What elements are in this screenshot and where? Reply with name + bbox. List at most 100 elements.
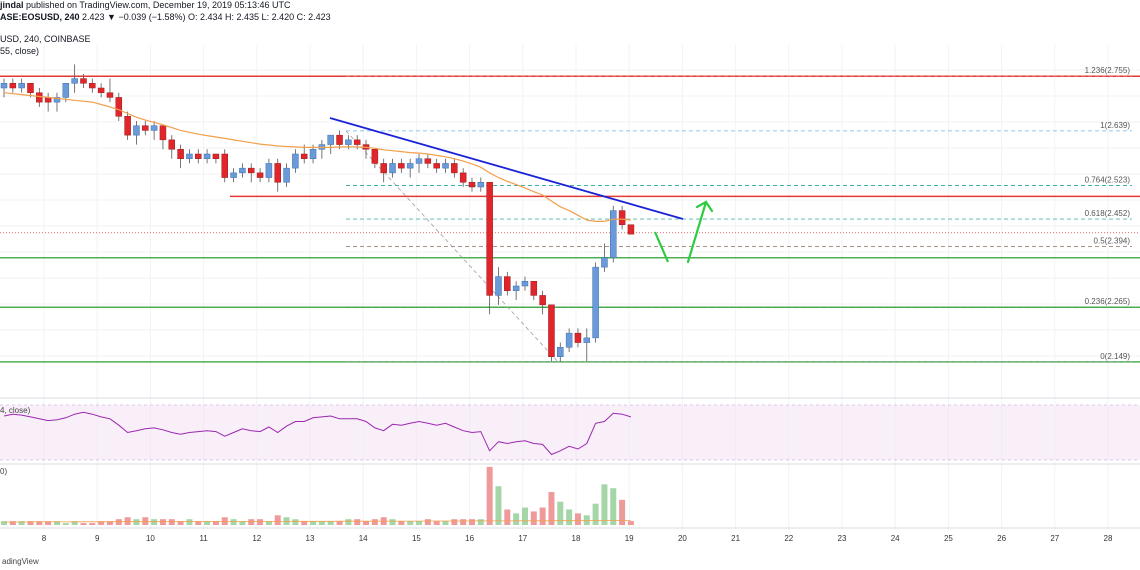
ema-indicator-label: 55, close) <box>0 46 40 56</box>
bear-candle-body <box>618 210 626 225</box>
candle <box>292 149 299 173</box>
bear-candle-body <box>274 163 281 183</box>
bull-candle-body <box>610 210 617 258</box>
volume-bar <box>548 492 555 525</box>
bear-candle-body <box>433 163 440 169</box>
volume-bar <box>195 521 202 525</box>
volume-bar <box>371 519 378 525</box>
candle <box>203 149 211 164</box>
volume-bar <box>45 521 52 525</box>
candle <box>627 224 635 235</box>
x-tick-label: 20 <box>678 534 687 543</box>
volume-bar <box>451 519 458 525</box>
bull-candle-body <box>327 134 334 145</box>
candle <box>0 78 8 98</box>
candle <box>565 328 573 352</box>
header-line-2: ASE:EOSUSD, 240 2.423 ▼ −0.039 (−1.58%) … <box>0 12 331 22</box>
x-tick-label: 17 <box>518 534 527 543</box>
chart-instrument-label: USD, 240, COINBASE <box>0 34 91 44</box>
candle <box>18 78 25 93</box>
fib-level-label: 0.764(2.523) <box>1085 176 1131 185</box>
bear-candle-body <box>424 158 432 164</box>
volume-bar <box>407 521 414 525</box>
candle <box>97 83 105 98</box>
fib-level-label: 0.618(2.452) <box>1085 209 1131 218</box>
volume-bar <box>248 519 255 525</box>
bull-candle-body <box>71 78 78 84</box>
volume-bar <box>513 513 520 525</box>
x-tick-label: 28 <box>1104 534 1113 543</box>
volume-bar <box>186 519 193 525</box>
volume-bar <box>80 523 87 525</box>
volume-bar <box>301 521 308 525</box>
fib-level-label: 0(2.149) <box>1100 352 1130 361</box>
candle <box>557 342 564 362</box>
x-tick-label: 9 <box>95 534 100 543</box>
volume-bar <box>566 509 573 525</box>
bear-candle-body <box>159 125 167 141</box>
candle <box>230 168 237 183</box>
bear-candle-body <box>195 153 202 159</box>
ema-line <box>3 92 631 222</box>
bear-candle-body <box>142 125 149 131</box>
bull-candle-body <box>53 97 61 103</box>
candle <box>186 149 193 164</box>
candle <box>495 267 502 305</box>
bull-candle-body <box>239 167 246 174</box>
bear-candle-body <box>574 332 582 343</box>
time-axis: 8 9 10 11 12 13 14 15 16 17 18 19 20 21 22 23 24 25 26 27 28 <box>0 527 1140 543</box>
candle <box>336 130 343 150</box>
candle <box>406 158 414 178</box>
bearish-trend-line <box>329 117 684 220</box>
bull-candle-body <box>521 281 529 287</box>
bull-candle-body <box>592 266 599 339</box>
volume-bar <box>619 499 626 525</box>
candle <box>504 271 511 296</box>
bear-candle-body <box>36 92 43 103</box>
volume-bar <box>398 521 405 525</box>
x-tick-label: 16 <box>465 534 474 543</box>
volume-bar <box>230 519 237 525</box>
volume-bar <box>354 519 361 525</box>
bear-candle-body <box>539 295 546 306</box>
volume-bar <box>627 521 634 525</box>
volume-bar <box>539 507 546 525</box>
volume-bar <box>177 521 184 525</box>
candle <box>283 163 290 187</box>
volume-bar <box>363 521 370 525</box>
bull-candle-body <box>389 163 396 174</box>
volume-bar <box>389 519 396 525</box>
bull-candle-body <box>565 332 573 348</box>
volume-bar <box>310 521 317 525</box>
candle <box>512 281 520 301</box>
fib-level-label: 0.5(2.394) <box>1094 236 1131 245</box>
candle <box>168 135 176 159</box>
candle <box>327 134 334 154</box>
volume-bar <box>18 521 25 525</box>
volume-bar <box>159 519 166 525</box>
bear-candle-body <box>459 172 467 183</box>
volume-bar <box>583 515 590 525</box>
candle <box>548 304 555 362</box>
candle <box>53 92 61 112</box>
bull-candle-body <box>345 139 352 145</box>
header-symbol: ASE:EOSUSD, 240 <box>0 12 80 22</box>
bear-candle-body <box>247 167 255 174</box>
bull-candle-body <box>601 257 608 268</box>
x-tick-label: 18 <box>572 534 581 543</box>
candle <box>36 88 43 107</box>
volume-bar <box>318 521 325 525</box>
bear-candle-body <box>300 153 308 159</box>
bear-candle-body <box>89 83 96 89</box>
down-arrow-stroke <box>653 231 670 263</box>
volume-ma-line <box>4 520 631 523</box>
x-tick-label: 24 <box>891 534 900 543</box>
x-tick-label: 15 <box>412 534 421 543</box>
bull-candle-body <box>442 163 449 169</box>
bear-candle-body <box>504 276 511 291</box>
volume-bar <box>292 519 299 525</box>
volume-bar <box>442 521 449 525</box>
x-tick-label: 14 <box>359 534 368 543</box>
candle <box>521 276 529 291</box>
